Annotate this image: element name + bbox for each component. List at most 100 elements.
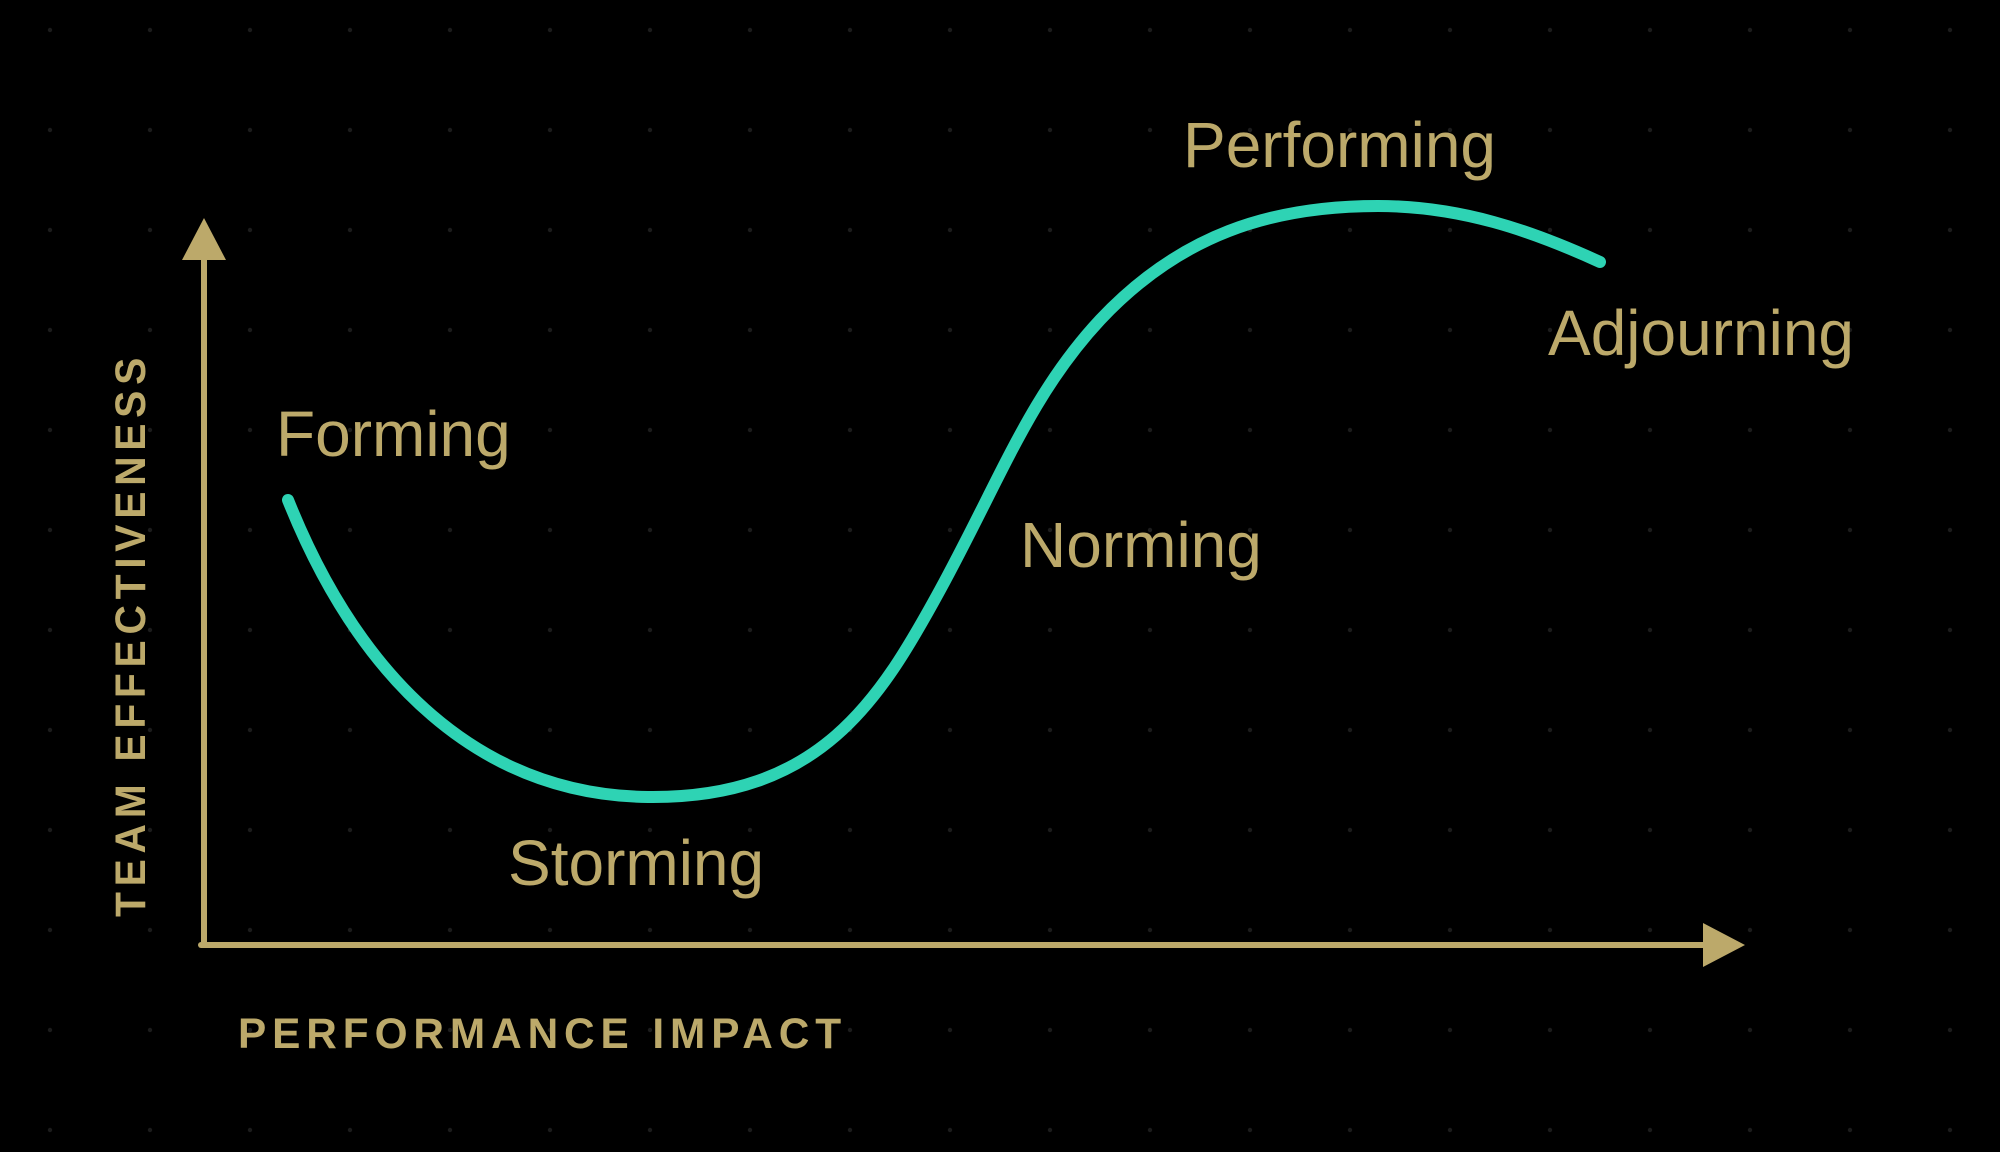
grid-dot [1447,827,1453,833]
grid-dot [947,1027,953,1033]
grid-dot [647,527,653,533]
team-development-curve [282,199,1606,804]
grid-dot [1247,327,1253,333]
grid-dot [247,127,253,133]
grid-dot [47,627,53,633]
grid-dot [1847,27,1853,33]
grid-dot [647,327,653,333]
grid-dot [247,1127,253,1133]
grid-dot [1347,127,1353,133]
grid-dot [1147,727,1153,733]
grid-dot [1647,1027,1653,1033]
grid-dot [947,1127,953,1133]
grid-dot [247,827,253,833]
grid-dot [1847,127,1853,133]
grid-dot [147,827,153,833]
grid-dot [1647,427,1653,433]
grid-dot [847,127,853,133]
grid-dot [1347,27,1353,33]
grid-dot [547,1027,553,1033]
grid-dot [1547,227,1553,233]
grid-dot [1647,27,1653,33]
grid-dot [1747,27,1753,33]
grid-dot [147,527,153,533]
grid-dot [1047,827,1053,833]
grid-dot [747,927,753,933]
grid-dot [1247,527,1253,533]
y-axis-arrowhead-icon [182,218,226,260]
grid-dot [347,127,353,133]
grid-dot [347,827,353,833]
grid-dot [1747,827,1753,833]
grid-dot [747,827,753,833]
grid-dot [747,527,753,533]
grid-dot [547,227,553,233]
grid-dot [347,527,353,533]
grid-dot [447,427,453,433]
grid-dot [1047,1127,1053,1133]
grid-dot [47,727,53,733]
grid-dot [147,627,153,633]
grid-dot [647,227,653,233]
grid-dot [1547,1127,1553,1133]
grid-dot [547,427,553,433]
grid-dot [947,527,953,533]
grid-dot [1247,827,1253,833]
grid-dot [1647,927,1653,933]
grid-dot [1947,927,1953,933]
grid-dot [1747,127,1753,133]
grid-dot [1847,627,1853,633]
grid-dot [247,727,253,733]
grid-dot [1747,627,1753,633]
grid-dot [47,527,53,533]
grid-dot [1047,527,1053,533]
grid-dot [447,627,453,633]
stage-label-adjourning: Adjourning [1548,297,1854,369]
grid-dot [347,327,353,333]
grid-dot [1447,727,1453,733]
grid-dot [47,1027,53,1033]
grid-dot [1947,1027,1953,1033]
grid-dot [347,727,353,733]
grid-dot [1747,727,1753,733]
grid-dot [247,27,253,33]
grid-dot [247,527,253,533]
grid-dot [447,227,453,233]
grid-dot [747,427,753,433]
grid-dot [647,1027,653,1033]
grid-dot [1847,227,1853,233]
grid-dot [1947,227,1953,233]
grid-dot [1347,927,1353,933]
grid-dot [247,1027,253,1033]
grid-dot [1247,127,1253,133]
grid-dot [47,427,53,433]
grid-dot [547,1127,553,1133]
grid-dot [447,1127,453,1133]
grid-dot [747,127,753,133]
grid-dot [847,1027,853,1033]
grid-dot [247,927,253,933]
grid-dot [547,727,553,733]
grid-dot [1047,1027,1053,1033]
grid-dot [47,1127,53,1133]
grid-dot [1647,327,1653,333]
grid-dot [847,427,853,433]
grid-dot [347,1027,353,1033]
grid-dot [1047,727,1053,733]
grid-dot [847,827,853,833]
grid-dot [1347,327,1353,333]
grid-dot [47,327,53,333]
grid-dot [1647,627,1653,633]
grid-dot [1047,427,1053,433]
grid-dot [1847,927,1853,933]
grid-dot [547,827,553,833]
grid-dot [147,327,153,333]
grid-dot [1747,1127,1753,1133]
x-axis-title: PERFORMANCE IMPACT [238,1010,847,1058]
grid-dot [847,627,853,633]
grid-dot [347,27,353,33]
grid-dot [147,127,153,133]
grid-dot [1347,1027,1353,1033]
grid-dot [847,1127,853,1133]
